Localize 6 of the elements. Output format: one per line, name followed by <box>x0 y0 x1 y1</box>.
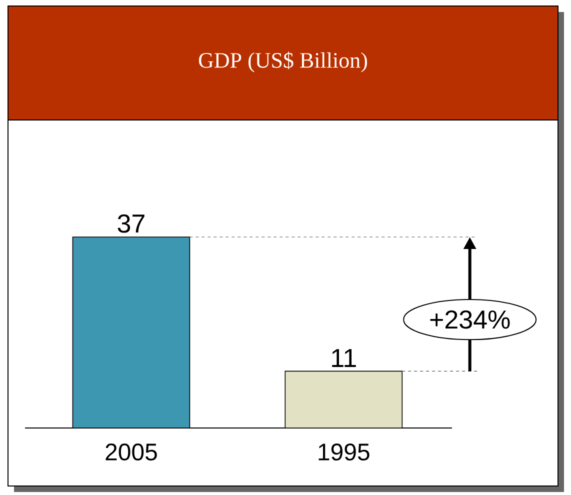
annotation: +234% <box>430 310 510 329</box>
data-label: 37 <box>118 214 144 233</box>
data-label: 11 <box>332 349 356 368</box>
chart-title: GDP (US$ Billion) <box>198 52 367 72</box>
x-tick-label: 1995 <box>318 444 370 461</box>
x-tick-label: 2005 <box>106 444 157 461</box>
